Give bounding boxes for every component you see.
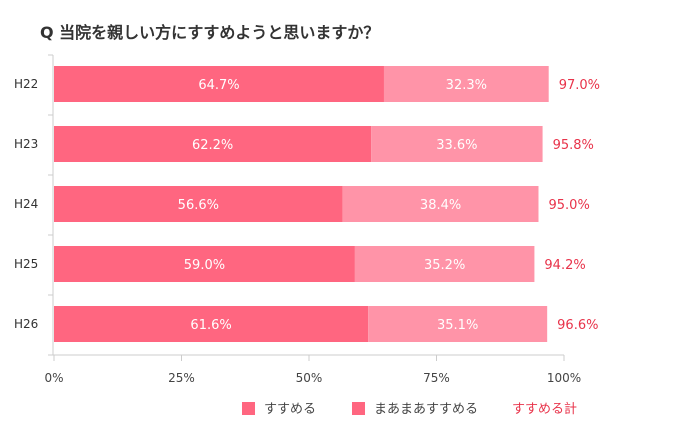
data-label: 61.6% — [190, 318, 231, 333]
bar-segment-maamaa — [383, 66, 549, 102]
bar-segment-maamaa — [342, 186, 539, 222]
total-label: 96.6% — [557, 318, 598, 333]
category-label: H23 — [14, 137, 38, 151]
data-label: 32.3% — [446, 78, 487, 93]
legend-label: すすめる — [264, 402, 316, 417]
data-label: 64.7% — [198, 78, 239, 93]
x-tick-label: 50% — [296, 371, 323, 385]
data-label: 56.6% — [178, 198, 219, 213]
bar-segment-susumeru — [54, 306, 369, 342]
category-label: H25 — [14, 257, 38, 271]
data-label: 59.0% — [184, 258, 225, 273]
data-label: 38.4% — [420, 198, 461, 213]
legend-swatch — [352, 402, 365, 415]
bar-segment-maamaa — [368, 306, 548, 342]
bar-segment-susumeru — [54, 246, 355, 282]
total-label: 95.0% — [549, 198, 590, 213]
legend-label: まあまあすすめる — [374, 402, 478, 417]
bar-segment-susumeru — [54, 186, 343, 222]
data-label: 35.2% — [424, 258, 465, 273]
category-label: H22 — [14, 77, 38, 91]
data-label: 62.2% — [192, 138, 233, 153]
bar-segment-maamaa — [354, 246, 535, 282]
data-label: 35.1% — [437, 318, 478, 333]
x-tick-label: 25% — [168, 371, 195, 385]
total-label: 95.8% — [553, 138, 594, 153]
bar-segment-maamaa — [371, 126, 543, 162]
total-label: 94.2% — [544, 258, 585, 273]
chart-title: Q 当院を親しい方にすすめようと思いますか？ — [40, 23, 379, 42]
x-tick-label: 75% — [423, 371, 450, 385]
category-label: H24 — [14, 197, 38, 211]
legend-swatch — [242, 402, 255, 415]
bar-segment-susumeru — [54, 66, 384, 102]
x-tick-label: 0% — [44, 371, 63, 385]
x-tick-label: 100% — [547, 371, 581, 385]
legend-total-label: すすめる計 — [512, 401, 577, 417]
bar-segment-susumeru — [54, 126, 372, 162]
total-label: 97.0% — [559, 78, 600, 93]
data-label: 33.6% — [436, 138, 477, 153]
category-label: H26 — [14, 317, 38, 331]
